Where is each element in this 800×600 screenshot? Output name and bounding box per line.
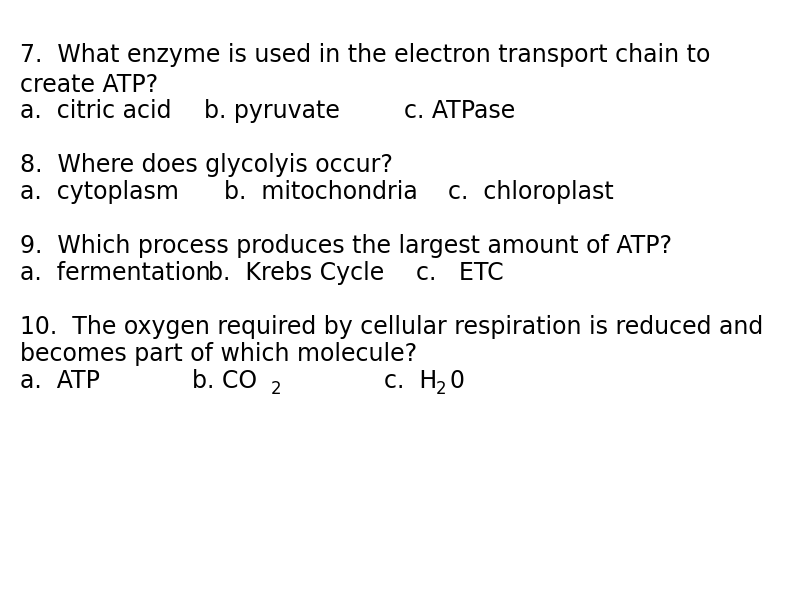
Text: b.  Krebs Cycle: b. Krebs Cycle	[208, 261, 384, 285]
Text: c. ATPase: c. ATPase	[404, 99, 515, 123]
Text: 10.  The oxygen required by cellular respiration is reduced and: 10. The oxygen required by cellular resp…	[20, 315, 763, 339]
Text: a.  cytoplasm: a. cytoplasm	[20, 180, 179, 204]
Text: c.  chloroplast: c. chloroplast	[448, 180, 614, 204]
Text: a.  citric acid: a. citric acid	[20, 99, 171, 123]
Text: 7.  What enzyme is used in the electron transport chain to: 7. What enzyme is used in the electron t…	[20, 43, 710, 67]
Text: c.   ETC: c. ETC	[416, 261, 504, 285]
Text: b. CO: b. CO	[192, 369, 257, 393]
Text: a.  ATP: a. ATP	[20, 369, 100, 393]
Text: create ATP?: create ATP?	[20, 73, 158, 97]
Text: b.  mitochondria: b. mitochondria	[224, 180, 418, 204]
Text: becomes part of which molecule?: becomes part of which molecule?	[20, 342, 417, 366]
Text: 8.  Where does glycolyis occur?: 8. Where does glycolyis occur?	[20, 153, 393, 177]
Text: 9.  Which process produces the largest amount of ATP?: 9. Which process produces the largest am…	[20, 234, 672, 258]
Text: 2: 2	[270, 380, 281, 398]
Text: a.  fermentation: a. fermentation	[20, 261, 210, 285]
Text: b. pyruvate: b. pyruvate	[204, 99, 340, 123]
Text: 2: 2	[436, 380, 446, 398]
Text: 0: 0	[450, 369, 465, 393]
Text: c.  H: c. H	[384, 369, 438, 393]
